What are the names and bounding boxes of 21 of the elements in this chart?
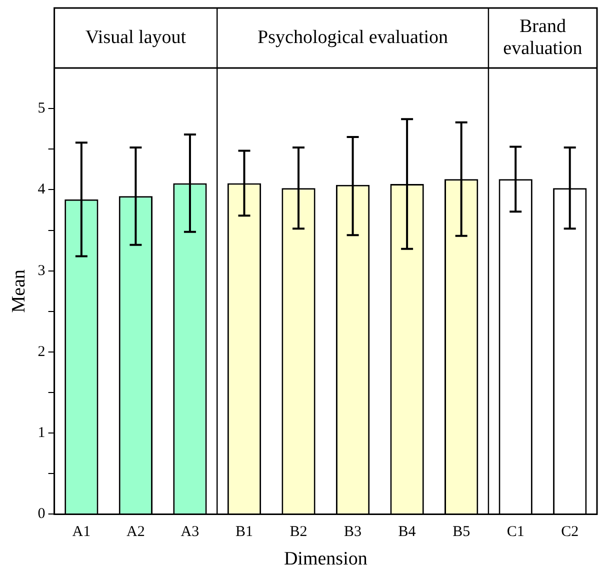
x-tick-label: C2 xyxy=(561,524,579,540)
x-tick-label: A1 xyxy=(72,524,91,540)
y-tick-label: 1 xyxy=(38,425,46,442)
x-tick-label: C1 xyxy=(506,524,524,540)
x-tick-label: A3 xyxy=(180,524,200,540)
x-tick-label: B4 xyxy=(398,524,416,540)
x-tick-label: B5 xyxy=(452,524,470,540)
x-tick-label: B1 xyxy=(235,524,254,540)
y-tick-label: 2 xyxy=(38,344,46,360)
y-tick-label: 4 xyxy=(38,182,46,198)
x-tick-label: A2 xyxy=(126,524,145,540)
y-tick-label: 3 xyxy=(38,262,46,279)
y-tick-label: 5 xyxy=(38,100,46,116)
y-axis-title: Mean xyxy=(8,268,30,313)
text: Brand evaluation xyxy=(503,16,583,59)
text: Visual layout xyxy=(85,26,187,48)
x-axis-title: Dimension xyxy=(284,548,368,570)
text: Psychological evaluation xyxy=(258,26,449,48)
x-tick-label: B3 xyxy=(344,524,362,540)
x-tick-label: B2 xyxy=(290,524,308,540)
y-tick-label: 0 xyxy=(38,506,46,522)
